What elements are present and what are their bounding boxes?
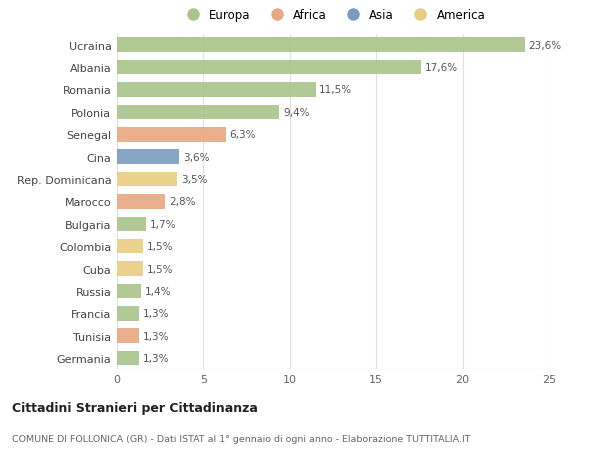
Text: 1,7%: 1,7% bbox=[150, 219, 176, 230]
Text: 1,5%: 1,5% bbox=[146, 241, 173, 252]
Bar bbox=[117, 240, 143, 254]
Bar bbox=[117, 39, 525, 53]
Text: 11,5%: 11,5% bbox=[319, 85, 352, 95]
Legend: Europa, Africa, Asia, America: Europa, Africa, Asia, America bbox=[181, 9, 485, 22]
Text: 1,3%: 1,3% bbox=[143, 331, 169, 341]
Text: 9,4%: 9,4% bbox=[283, 107, 310, 118]
Bar bbox=[117, 128, 226, 142]
Text: 1,3%: 1,3% bbox=[143, 308, 169, 319]
Text: 1,3%: 1,3% bbox=[143, 353, 169, 364]
Text: 2,8%: 2,8% bbox=[169, 197, 196, 207]
Text: 3,5%: 3,5% bbox=[181, 174, 208, 185]
Bar bbox=[117, 217, 146, 231]
Bar bbox=[117, 307, 139, 321]
Bar bbox=[117, 61, 421, 75]
Text: 23,6%: 23,6% bbox=[528, 40, 562, 50]
Bar bbox=[117, 150, 179, 164]
Bar bbox=[117, 262, 143, 276]
Bar bbox=[117, 83, 316, 97]
Bar bbox=[117, 195, 166, 209]
Bar bbox=[117, 351, 139, 365]
Text: 6,3%: 6,3% bbox=[229, 130, 256, 140]
Bar bbox=[117, 329, 139, 343]
Text: 1,4%: 1,4% bbox=[145, 286, 171, 297]
Text: 3,6%: 3,6% bbox=[182, 152, 209, 162]
Text: 17,6%: 17,6% bbox=[425, 63, 458, 73]
Bar bbox=[117, 173, 178, 187]
Text: 1,5%: 1,5% bbox=[146, 264, 173, 274]
Text: Cittadini Stranieri per Cittadinanza: Cittadini Stranieri per Cittadinanza bbox=[12, 401, 258, 414]
Text: COMUNE DI FOLLONICA (GR) - Dati ISTAT al 1° gennaio di ogni anno - Elaborazione : COMUNE DI FOLLONICA (GR) - Dati ISTAT al… bbox=[12, 434, 470, 442]
Bar bbox=[117, 106, 280, 120]
Bar bbox=[117, 284, 141, 298]
